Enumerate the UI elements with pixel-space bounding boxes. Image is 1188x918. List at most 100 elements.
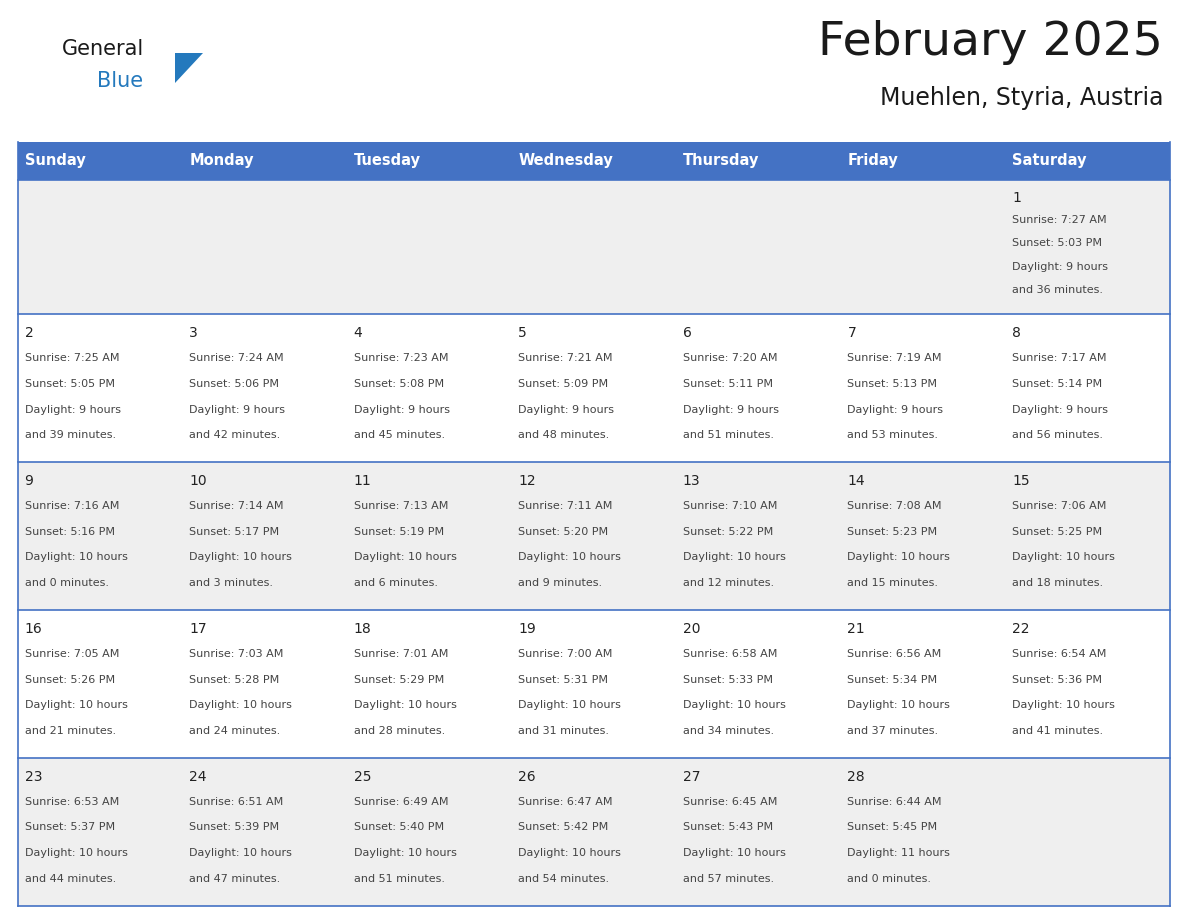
- Text: and 0 minutes.: and 0 minutes.: [847, 874, 931, 884]
- Text: Sunrise: 7:13 AM: Sunrise: 7:13 AM: [354, 500, 448, 510]
- Text: and 21 minutes.: and 21 minutes.: [25, 726, 115, 736]
- Text: and 51 minutes.: and 51 minutes.: [354, 874, 444, 884]
- Text: 13: 13: [683, 474, 701, 488]
- Text: and 42 minutes.: and 42 minutes.: [189, 431, 280, 441]
- Text: Sunset: 5:11 PM: Sunset: 5:11 PM: [683, 378, 773, 388]
- Text: Daylight: 10 hours: Daylight: 10 hours: [847, 700, 950, 711]
- Text: Sunset: 5:33 PM: Sunset: 5:33 PM: [683, 675, 773, 685]
- Text: and 57 minutes.: and 57 minutes.: [683, 874, 775, 884]
- Text: Sunset: 5:16 PM: Sunset: 5:16 PM: [25, 527, 114, 537]
- Bar: [18, 463, 1170, 610]
- Text: Sunset: 5:19 PM: Sunset: 5:19 PM: [354, 527, 444, 537]
- Text: and 47 minutes.: and 47 minutes.: [189, 874, 280, 884]
- Text: Sunrise: 7:05 AM: Sunrise: 7:05 AM: [25, 649, 119, 658]
- Text: Sunset: 5:40 PM: Sunset: 5:40 PM: [354, 823, 444, 833]
- Text: and 3 minutes.: and 3 minutes.: [189, 578, 273, 588]
- Text: and 53 minutes.: and 53 minutes.: [847, 431, 939, 441]
- Text: 23: 23: [25, 770, 42, 784]
- Text: Muehlen, Styria, Austria: Muehlen, Styria, Austria: [879, 86, 1163, 110]
- Text: 16: 16: [25, 622, 43, 636]
- Bar: [18, 610, 1170, 758]
- Text: 11: 11: [354, 474, 372, 488]
- Text: 17: 17: [189, 622, 207, 636]
- Text: 18: 18: [354, 622, 372, 636]
- Text: 4: 4: [354, 326, 362, 341]
- Text: Sunrise: 6:44 AM: Sunrise: 6:44 AM: [847, 797, 942, 807]
- Text: and 31 minutes.: and 31 minutes.: [518, 726, 609, 736]
- Text: Sunset: 5:34 PM: Sunset: 5:34 PM: [847, 675, 937, 685]
- Text: Monday: Monday: [189, 153, 254, 169]
- Text: Sunrise: 6:47 AM: Sunrise: 6:47 AM: [518, 797, 613, 807]
- Text: Sunrise: 7:23 AM: Sunrise: 7:23 AM: [354, 353, 448, 363]
- Text: Sunrise: 7:11 AM: Sunrise: 7:11 AM: [518, 500, 613, 510]
- Text: Daylight: 9 hours: Daylight: 9 hours: [25, 405, 121, 415]
- Text: Saturday: Saturday: [1012, 153, 1087, 169]
- Text: Sunrise: 7:08 AM: Sunrise: 7:08 AM: [847, 500, 942, 510]
- Text: and 18 minutes.: and 18 minutes.: [1012, 578, 1104, 588]
- Text: Sunrise: 7:00 AM: Sunrise: 7:00 AM: [518, 649, 613, 658]
- Text: Daylight: 10 hours: Daylight: 10 hours: [25, 700, 127, 711]
- Text: and 44 minutes.: and 44 minutes.: [25, 874, 116, 884]
- Text: Sunset: 5:37 PM: Sunset: 5:37 PM: [25, 823, 115, 833]
- Text: Sunrise: 7:19 AM: Sunrise: 7:19 AM: [847, 353, 942, 363]
- Text: and 56 minutes.: and 56 minutes.: [1012, 431, 1102, 441]
- Text: 15: 15: [1012, 474, 1030, 488]
- Text: Daylight: 9 hours: Daylight: 9 hours: [518, 405, 614, 415]
- Text: Daylight: 10 hours: Daylight: 10 hours: [189, 848, 292, 858]
- Text: Daylight: 9 hours: Daylight: 9 hours: [1012, 405, 1108, 415]
- Text: Sunrise: 6:54 AM: Sunrise: 6:54 AM: [1012, 649, 1106, 658]
- Text: and 28 minutes.: and 28 minutes.: [354, 726, 446, 736]
- Text: 10: 10: [189, 474, 207, 488]
- Text: 5: 5: [518, 326, 527, 341]
- Text: Sunset: 5:26 PM: Sunset: 5:26 PM: [25, 675, 115, 685]
- Text: 9: 9: [25, 474, 33, 488]
- Text: Thursday: Thursday: [683, 153, 759, 169]
- Text: 19: 19: [518, 622, 536, 636]
- Bar: [18, 142, 1170, 180]
- Text: Sunset: 5:05 PM: Sunset: 5:05 PM: [25, 378, 114, 388]
- Text: 3: 3: [189, 326, 198, 341]
- Text: Daylight: 10 hours: Daylight: 10 hours: [683, 700, 785, 711]
- Text: Sunset: 5:28 PM: Sunset: 5:28 PM: [189, 675, 279, 685]
- Text: Daylight: 9 hours: Daylight: 9 hours: [354, 405, 450, 415]
- Text: Daylight: 10 hours: Daylight: 10 hours: [354, 700, 456, 711]
- Text: 27: 27: [683, 770, 701, 784]
- Text: Daylight: 10 hours: Daylight: 10 hours: [354, 553, 456, 563]
- Bar: [18, 180, 1170, 314]
- Text: Daylight: 11 hours: Daylight: 11 hours: [847, 848, 950, 858]
- Text: Sunset: 5:36 PM: Sunset: 5:36 PM: [1012, 675, 1102, 685]
- Text: 24: 24: [189, 770, 207, 784]
- Text: Sunset: 5:29 PM: Sunset: 5:29 PM: [354, 675, 444, 685]
- Text: Daylight: 9 hours: Daylight: 9 hours: [847, 405, 943, 415]
- Text: Daylight: 9 hours: Daylight: 9 hours: [683, 405, 779, 415]
- Text: Sunset: 5:45 PM: Sunset: 5:45 PM: [847, 823, 937, 833]
- Text: Sunrise: 7:25 AM: Sunrise: 7:25 AM: [25, 353, 119, 363]
- Text: Sunrise: 6:49 AM: Sunrise: 6:49 AM: [354, 797, 448, 807]
- Text: Sunset: 5:17 PM: Sunset: 5:17 PM: [189, 527, 279, 537]
- Text: Sunset: 5:14 PM: Sunset: 5:14 PM: [1012, 378, 1102, 388]
- Text: Sunrise: 7:03 AM: Sunrise: 7:03 AM: [189, 649, 284, 658]
- Text: and 12 minutes.: and 12 minutes.: [683, 578, 775, 588]
- Text: Sunset: 5:08 PM: Sunset: 5:08 PM: [354, 378, 444, 388]
- Text: February 2025: February 2025: [819, 20, 1163, 65]
- Text: and 37 minutes.: and 37 minutes.: [847, 726, 939, 736]
- Text: and 48 minutes.: and 48 minutes.: [518, 431, 609, 441]
- Text: Blue: Blue: [97, 71, 143, 91]
- Text: Sunset: 5:39 PM: Sunset: 5:39 PM: [189, 823, 279, 833]
- Text: Sunrise: 7:14 AM: Sunrise: 7:14 AM: [189, 500, 284, 510]
- Text: 6: 6: [683, 326, 691, 341]
- Text: Daylight: 10 hours: Daylight: 10 hours: [847, 553, 950, 563]
- Text: Sunset: 5:31 PM: Sunset: 5:31 PM: [518, 675, 608, 685]
- Bar: [18, 758, 1170, 906]
- Text: Sunset: 5:23 PM: Sunset: 5:23 PM: [847, 527, 937, 537]
- Text: Daylight: 10 hours: Daylight: 10 hours: [189, 700, 292, 711]
- Text: Sunrise: 7:01 AM: Sunrise: 7:01 AM: [354, 649, 448, 658]
- Text: Sunrise: 7:21 AM: Sunrise: 7:21 AM: [518, 353, 613, 363]
- Text: Daylight: 10 hours: Daylight: 10 hours: [518, 700, 621, 711]
- Text: Sunset: 5:25 PM: Sunset: 5:25 PM: [1012, 527, 1102, 537]
- Text: 2: 2: [25, 326, 33, 341]
- Text: 7: 7: [847, 326, 857, 341]
- Text: Sunrise: 7:10 AM: Sunrise: 7:10 AM: [683, 500, 777, 510]
- Text: 20: 20: [683, 622, 701, 636]
- Text: Daylight: 10 hours: Daylight: 10 hours: [354, 848, 456, 858]
